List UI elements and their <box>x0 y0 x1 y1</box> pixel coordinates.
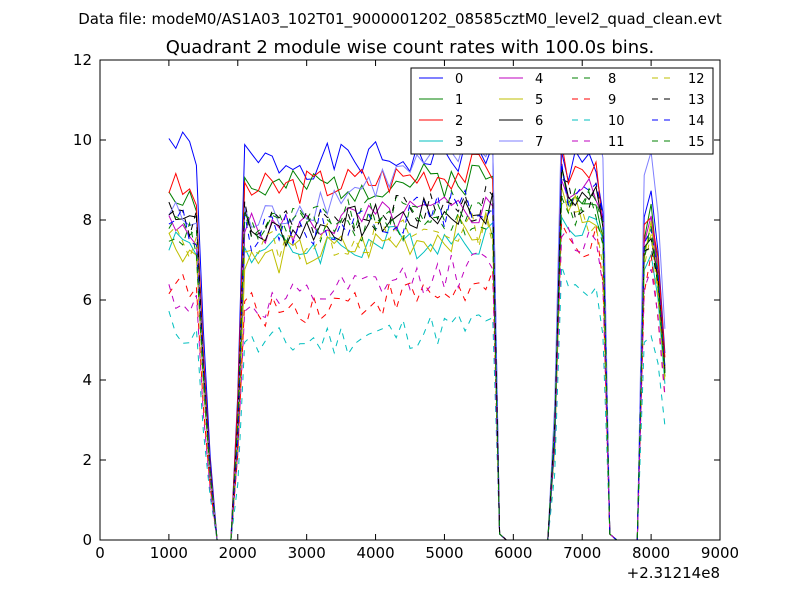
y-tick-label: 10 <box>73 131 92 149</box>
legend-label: 8 <box>608 72 616 87</box>
legend-label: 13 <box>688 93 705 108</box>
x-tick-label: 9000 <box>701 544 739 562</box>
y-tick-label: 8 <box>82 211 92 229</box>
legend-entry-14: 14 <box>652 114 705 129</box>
series-line-5 <box>168 187 666 541</box>
legend-entry-0: 0 <box>419 72 463 87</box>
series-line-8 <box>168 188 666 541</box>
x-tick-label: 8000 <box>632 544 670 562</box>
legend-label: 14 <box>688 114 705 129</box>
legend-label: 4 <box>535 72 543 87</box>
legend-entry-6: 6 <box>499 114 543 129</box>
legend-entry-10: 10 <box>572 114 625 129</box>
x-tick-label: 0 <box>95 544 105 562</box>
series-layer <box>168 113 666 541</box>
x-tick-label: 5000 <box>425 544 463 562</box>
x-tick-label: 6000 <box>494 544 532 562</box>
legend-label: 0 <box>455 72 463 87</box>
legend-entry-15: 15 <box>652 135 705 150</box>
axis-ticks: 0 1000 2000 3000 4000 5000 6000 7000 8000 9000 0 2 4… <box>73 51 739 562</box>
legend-entry-12: 12 <box>652 72 705 87</box>
legend-label: 3 <box>455 135 463 150</box>
legend-entry-1: 1 <box>419 93 463 108</box>
series-line-3 <box>168 215 666 541</box>
legend-entry-3: 3 <box>419 135 463 150</box>
y-tick-label: 4 <box>82 371 92 389</box>
y-tick-label: 12 <box>73 51 92 69</box>
series-line-1 <box>168 162 666 541</box>
series-line-15 <box>168 187 666 541</box>
legend-label: 9 <box>608 93 616 108</box>
chart-title: Quadrant 2 module wise count rates with … <box>166 37 655 58</box>
x-tick-label: 3000 <box>288 544 326 562</box>
series-line-2 <box>168 142 666 541</box>
x-offset-label: +2.31214e8 <box>627 564 720 582</box>
legend-entry-13: 13 <box>652 93 705 108</box>
legend-label: 15 <box>688 135 705 150</box>
x-tick-label: 1000 <box>150 544 188 562</box>
series-line-11 <box>168 226 666 541</box>
suptitle: Data file: modeM0/AS1A03_102T01_90000012… <box>78 10 722 29</box>
legend-label: 5 <box>535 93 543 108</box>
legend-entry-9: 9 <box>572 93 616 108</box>
legend-label: 7 <box>535 135 543 150</box>
legend-label: 11 <box>608 135 625 150</box>
legend-entry-2: 2 <box>419 114 463 129</box>
y-tick-label: 2 <box>82 451 92 469</box>
legend-entry-8: 8 <box>572 72 616 87</box>
legend-label: 1 <box>455 93 463 108</box>
y-tick-label: 6 <box>82 291 92 309</box>
legend-label: 12 <box>688 72 705 87</box>
x-tick-label: 2000 <box>219 544 257 562</box>
legend-entry-11: 11 <box>572 135 625 150</box>
series-line-6 <box>168 166 666 541</box>
series-line-9 <box>168 222 666 541</box>
legend-label: 10 <box>608 114 625 129</box>
legend-entry-7: 7 <box>499 135 543 150</box>
y-tick-label: 0 <box>82 531 92 549</box>
legend-entry-4: 4 <box>499 72 543 87</box>
series-line-14 <box>168 161 666 541</box>
legend-box <box>410 67 714 155</box>
x-tick-label: 7000 <box>563 544 601 562</box>
legend-entry-5: 5 <box>499 93 543 108</box>
legend-label: 6 <box>535 114 543 129</box>
x-tick-label: 4000 <box>356 544 394 562</box>
legend-label: 2 <box>455 114 463 129</box>
